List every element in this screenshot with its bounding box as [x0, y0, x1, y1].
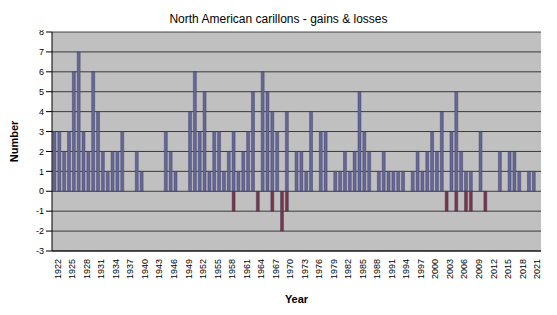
svg-text:1985: 1985	[358, 259, 368, 279]
svg-text:1967: 1967	[271, 259, 281, 279]
svg-text:1931: 1931	[96, 259, 106, 279]
svg-text:7: 7	[39, 47, 44, 57]
svg-text:1970: 1970	[285, 259, 295, 279]
svg-text:6: 6	[39, 67, 44, 77]
svg-text:2021: 2021	[532, 259, 542, 279]
svg-text:-3: -3	[36, 246, 44, 256]
svg-text:1943: 1943	[154, 259, 164, 279]
svg-text:1991: 1991	[387, 259, 397, 279]
svg-text:2000: 2000	[430, 259, 440, 279]
svg-text:-2: -2	[36, 226, 44, 236]
svg-text:1922: 1922	[53, 259, 63, 279]
svg-text:1958: 1958	[227, 259, 237, 279]
svg-text:2018: 2018	[518, 259, 528, 279]
svg-text:5: 5	[39, 87, 44, 97]
svg-text:1976: 1976	[314, 259, 324, 279]
svg-text:1928: 1928	[82, 259, 92, 279]
svg-text:2009: 2009	[474, 259, 484, 279]
svg-text:3: 3	[39, 127, 44, 137]
svg-text:2006: 2006	[460, 259, 470, 279]
svg-text:8: 8	[39, 30, 44, 37]
svg-text:1994: 1994	[401, 259, 411, 279]
svg-text:0: 0	[39, 186, 44, 196]
svg-text:1973: 1973	[300, 259, 310, 279]
svg-text:1997: 1997	[416, 259, 426, 279]
svg-text:-1: -1	[36, 206, 44, 216]
svg-text:2012: 2012	[489, 259, 499, 279]
svg-text:2: 2	[39, 147, 44, 157]
svg-text:2003: 2003	[445, 259, 455, 279]
svg-text:1: 1	[39, 167, 44, 177]
svg-text:Year: Year	[285, 293, 309, 305]
svg-text:1949: 1949	[184, 259, 194, 279]
svg-text:1979: 1979	[329, 259, 339, 279]
html-text:North American carillons - gai: North American carillons - gains & losse…	[169, 12, 388, 26]
svg-text:1988: 1988	[372, 259, 382, 279]
svg-text:1955: 1955	[213, 259, 223, 279]
svg-text:1934: 1934	[111, 259, 121, 279]
svg-text:1952: 1952	[198, 259, 208, 279]
svg-text:1946: 1946	[169, 259, 179, 279]
svg-text:1937: 1937	[125, 259, 135, 279]
svg-text:Number: Number	[8, 120, 20, 162]
svg-text:4: 4	[39, 107, 44, 117]
svg-text:1940: 1940	[140, 259, 150, 279]
svg-text:1925: 1925	[67, 259, 77, 279]
svg-text:1982: 1982	[343, 259, 353, 279]
svg-text:2015: 2015	[503, 259, 513, 279]
svg-text:1961: 1961	[242, 259, 252, 279]
svg-text:1964: 1964	[256, 259, 266, 279]
